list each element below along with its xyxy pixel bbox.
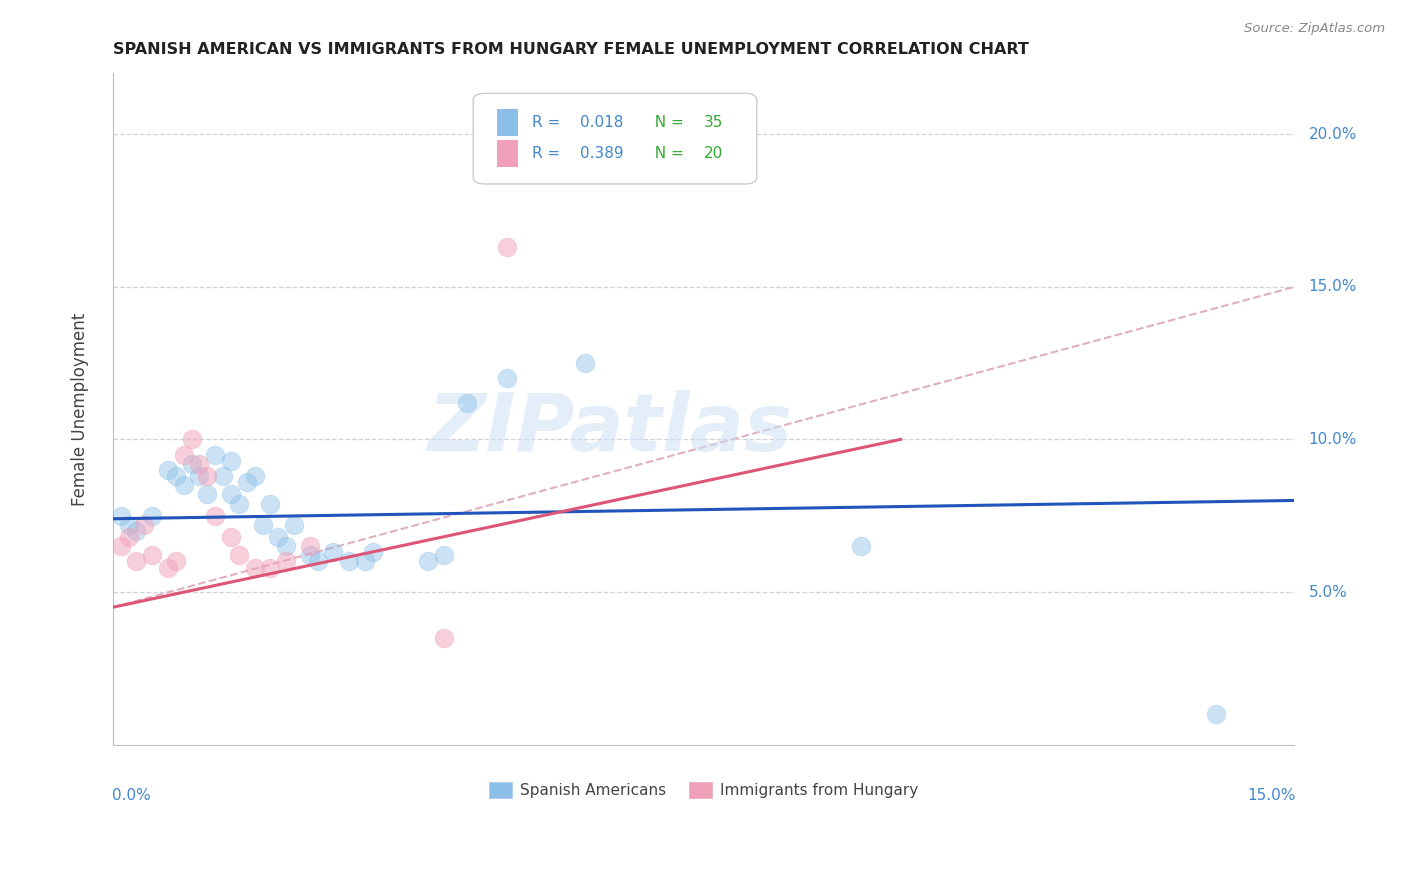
Text: 35: 35 [703,115,723,129]
Legend: Spanish Americans, Immigrants from Hungary: Spanish Americans, Immigrants from Hunga… [484,776,924,804]
Text: 0.389: 0.389 [579,146,623,161]
Point [110,539,132,553]
Point [141,549,163,563]
Point [416,554,439,568]
Point [456,396,478,410]
Y-axis label: Female Unemployment: Female Unemployment [72,312,89,506]
Point [228,549,250,563]
Point [228,496,250,510]
Point [117,517,139,532]
FancyBboxPatch shape [474,94,756,184]
Point [173,448,195,462]
Point [259,560,281,574]
Point [219,454,242,468]
Point [849,539,872,553]
Point [165,554,187,568]
Point [204,508,226,523]
Point [110,508,132,523]
Point [236,475,259,490]
Point [117,530,139,544]
Text: 10.0%: 10.0% [1309,432,1357,447]
Text: N =: N = [644,146,688,161]
Text: 0.0%: 0.0% [111,789,150,803]
Text: 5.0%: 5.0% [1309,584,1347,599]
Point [195,487,218,501]
Point [495,240,517,254]
Point [125,554,148,568]
Text: SPANISH AMERICAN VS IMMIGRANTS FROM HUNGARY FEMALE UNEMPLOYMENT CORRELATION CHAR: SPANISH AMERICAN VS IMMIGRANTS FROM HUNG… [112,42,1029,57]
Point [212,469,235,483]
Point [141,508,163,523]
Point [134,517,156,532]
Point [180,457,202,471]
Point [259,496,281,510]
Point [276,554,298,568]
Point [574,356,596,370]
Point [156,560,179,574]
Point [219,487,242,501]
Point [243,560,266,574]
Point [495,371,517,385]
Text: R =: R = [533,146,565,161]
Point [243,469,266,483]
Point [298,539,321,553]
Point [298,549,321,563]
Point [354,554,377,568]
Text: R =: R = [533,115,565,129]
Point [188,457,211,471]
Text: Source: ZipAtlas.com: Source: ZipAtlas.com [1244,22,1385,36]
Text: 0.018: 0.018 [579,115,623,129]
Text: N =: N = [644,115,688,129]
Text: 20.0%: 20.0% [1309,127,1357,142]
Point [283,517,305,532]
Point [337,554,360,568]
Point [361,545,384,559]
FancyBboxPatch shape [496,140,519,167]
Point [219,530,242,544]
Point [1205,707,1227,722]
Point [195,469,218,483]
Point [252,517,274,532]
Point [276,539,298,553]
Text: 15.0%: 15.0% [1309,279,1357,294]
Point [433,549,456,563]
Point [433,631,456,645]
Text: ZIPatlas: ZIPatlas [426,390,792,468]
Text: 15.0%: 15.0% [1247,789,1295,803]
Point [322,545,344,559]
Point [156,463,179,477]
Point [267,530,290,544]
Point [204,448,226,462]
Point [180,433,202,447]
Point [165,469,187,483]
Point [188,469,211,483]
Point [125,524,148,538]
FancyBboxPatch shape [496,109,519,136]
Point [307,554,329,568]
Point [173,478,195,492]
Text: 20: 20 [703,146,723,161]
